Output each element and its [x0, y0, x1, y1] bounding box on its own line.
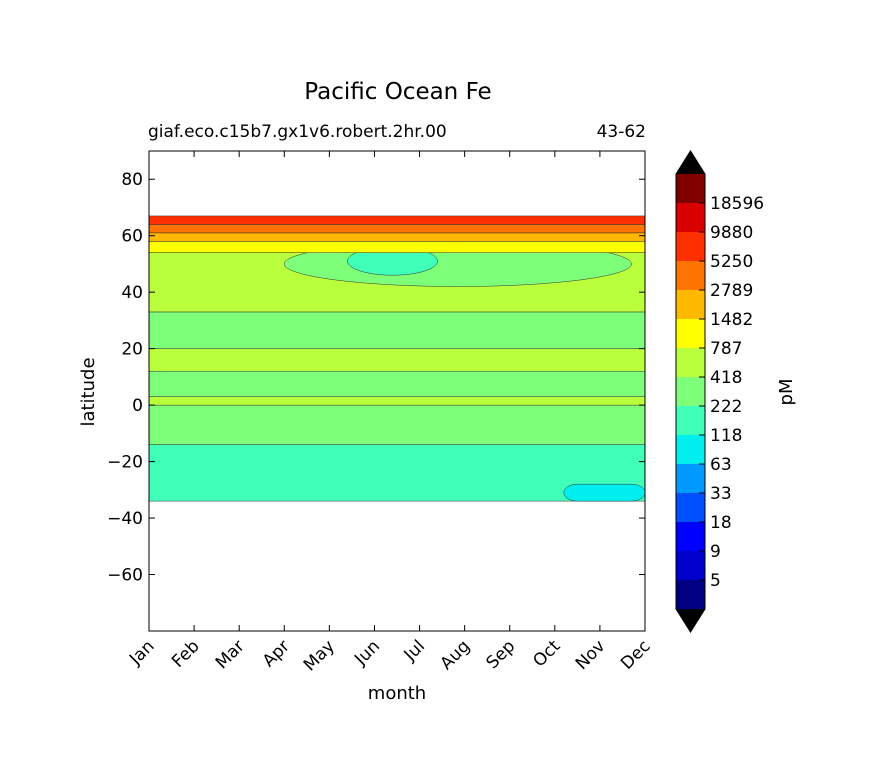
x-axis-label: month [368, 683, 426, 704]
colorbar-segment [676, 174, 705, 203]
colorbar: 5 9 18 33 63 118 222 418 787 1482 2789 5250 9880 1859… [675, 150, 764, 633]
colorbar-tick-label: 222 [710, 397, 742, 417]
colorbar-tick-label: 5 [710, 571, 721, 591]
contour-fill-layer [149, 215, 645, 502]
colorbar-segment [676, 348, 705, 377]
x-tick-label: Mar [212, 636, 249, 673]
colorbar-tick-label: 63 [710, 455, 732, 475]
x-tick-label: Jul [400, 636, 429, 665]
x-tick-label: Aug [437, 636, 475, 674]
contour-band-12 [149, 232, 645, 242]
contour-band-6 [149, 348, 645, 372]
run-id-label: giaf.eco.c15b7.gx1v6.robert.2hr.00 [148, 122, 447, 142]
contour-band-0 [149, 444, 645, 502]
colorbar-segment [676, 551, 705, 580]
contour-band-13 [149, 224, 645, 234]
contour-band-5 [149, 370, 645, 397]
y-axis-label: latitude [78, 357, 99, 426]
colorbar-tick-label: 18596 [710, 194, 764, 214]
chart-title: Pacific Ocean Fe [304, 79, 491, 105]
contour-band-11 [149, 241, 645, 253]
colorbar-segment [676, 203, 705, 232]
x-tick-label: Dec [617, 636, 654, 673]
colorbar-segment [676, 377, 705, 406]
colorbar-label: pM [776, 379, 797, 406]
x-tick-label: Sep [482, 636, 519, 673]
y-tick-label: 40 [121, 283, 143, 303]
y-tick-label: 0 [132, 396, 143, 416]
colorbar-segment [676, 580, 705, 609]
colorbar-segment [676, 261, 705, 290]
x-tick-label: May [300, 636, 339, 675]
x-tick-label: Apr [259, 636, 294, 671]
colorbar-tick-label: 118 [710, 426, 742, 446]
colorbar-tick-label: 9880 [710, 223, 753, 243]
colorbar-tick-label: 5250 [710, 252, 753, 272]
colorbar-tick-label: 18 [710, 513, 732, 533]
y-tick-label: −40 [107, 509, 143, 529]
x-tick-label: Feb [168, 636, 203, 671]
colorbar-segment [676, 435, 705, 464]
colorbar-segment [676, 522, 705, 551]
contour-band-7 [149, 311, 645, 349]
contour-band-3 [149, 404, 645, 445]
y-tick-label: 80 [121, 170, 143, 190]
x-tick-label: Jun [350, 636, 384, 670]
colorbar-segment [676, 406, 705, 435]
y-axis: 80 60 40 20 0 −20 −40 −60 [107, 170, 645, 586]
x-tick-label: Nov [572, 636, 610, 674]
y-tick-label: 20 [121, 340, 143, 360]
colorbar-segment [676, 464, 705, 493]
y-tick-label: 60 [121, 227, 143, 247]
colorbar-tick-label: 9 [710, 542, 721, 562]
y-tick-label: −60 [107, 566, 143, 586]
contour-band-14 [149, 215, 645, 225]
colorbar-extend-min [676, 609, 705, 632]
colorbar-outline [675, 150, 706, 633]
colorbar-tick-label: 418 [710, 368, 742, 388]
colorbar-extend-max [676, 151, 705, 174]
colorbar-segment [676, 290, 705, 319]
colorbar-tick-label: 1482 [710, 310, 753, 330]
colorbar-tick-label: 33 [710, 484, 732, 504]
depth-range-label: 43-62 [597, 122, 646, 142]
plot-frame [148, 150, 646, 632]
x-tick-label: Oct [529, 636, 564, 671]
colorbar-tick-label: 787 [710, 339, 742, 359]
colorbar-segment [676, 319, 705, 348]
x-tick-label: Jan [125, 636, 158, 669]
colorbar-segment [676, 493, 705, 522]
y-tick-label: −20 [107, 453, 143, 473]
contour-band-2 [563, 483, 645, 502]
colorbar-segment [676, 232, 705, 261]
colorbar-tick-label: 2789 [710, 281, 753, 301]
contour-band-4 [149, 396, 645, 406]
